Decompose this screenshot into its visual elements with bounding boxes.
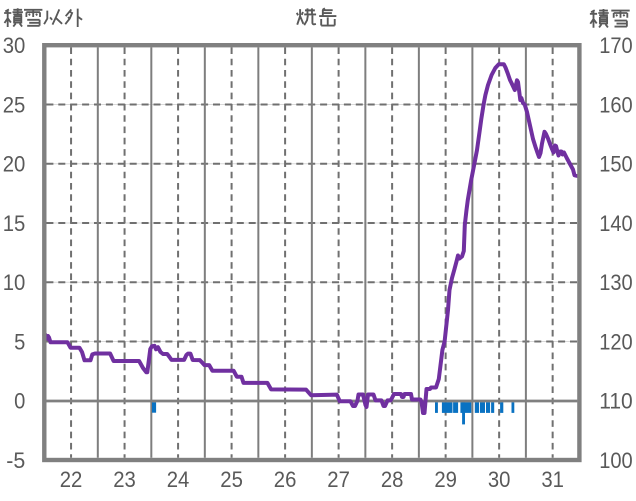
svg-text:15: 15: [3, 211, 26, 236]
svg-text:29: 29: [434, 467, 457, 492]
svg-text:20: 20: [3, 152, 26, 177]
svg-text:10: 10: [3, 270, 26, 295]
svg-text:30: 30: [3, 33, 26, 58]
svg-text:25: 25: [220, 467, 243, 492]
svg-text:170: 170: [599, 33, 633, 58]
svg-text:0: 0: [14, 389, 25, 414]
svg-text:100: 100: [599, 448, 633, 473]
svg-text:110: 110: [599, 389, 633, 414]
svg-text:28: 28: [381, 467, 404, 492]
svg-text:-5: -5: [6, 448, 25, 473]
svg-text:31: 31: [541, 467, 564, 492]
svg-text:27: 27: [327, 467, 350, 492]
svg-text:5: 5: [14, 329, 25, 354]
svg-text:22: 22: [60, 467, 83, 492]
svg-text:26: 26: [274, 467, 297, 492]
svg-text:120: 120: [599, 329, 633, 354]
svg-text:23: 23: [113, 467, 136, 492]
svg-text:30: 30: [488, 467, 511, 492]
svg-text:150: 150: [599, 152, 633, 177]
svg-text:160: 160: [599, 92, 633, 117]
svg-text:140: 140: [599, 211, 633, 236]
svg-text:24: 24: [167, 467, 190, 492]
svg-text:130: 130: [599, 270, 633, 295]
svg-text:25: 25: [3, 92, 26, 117]
